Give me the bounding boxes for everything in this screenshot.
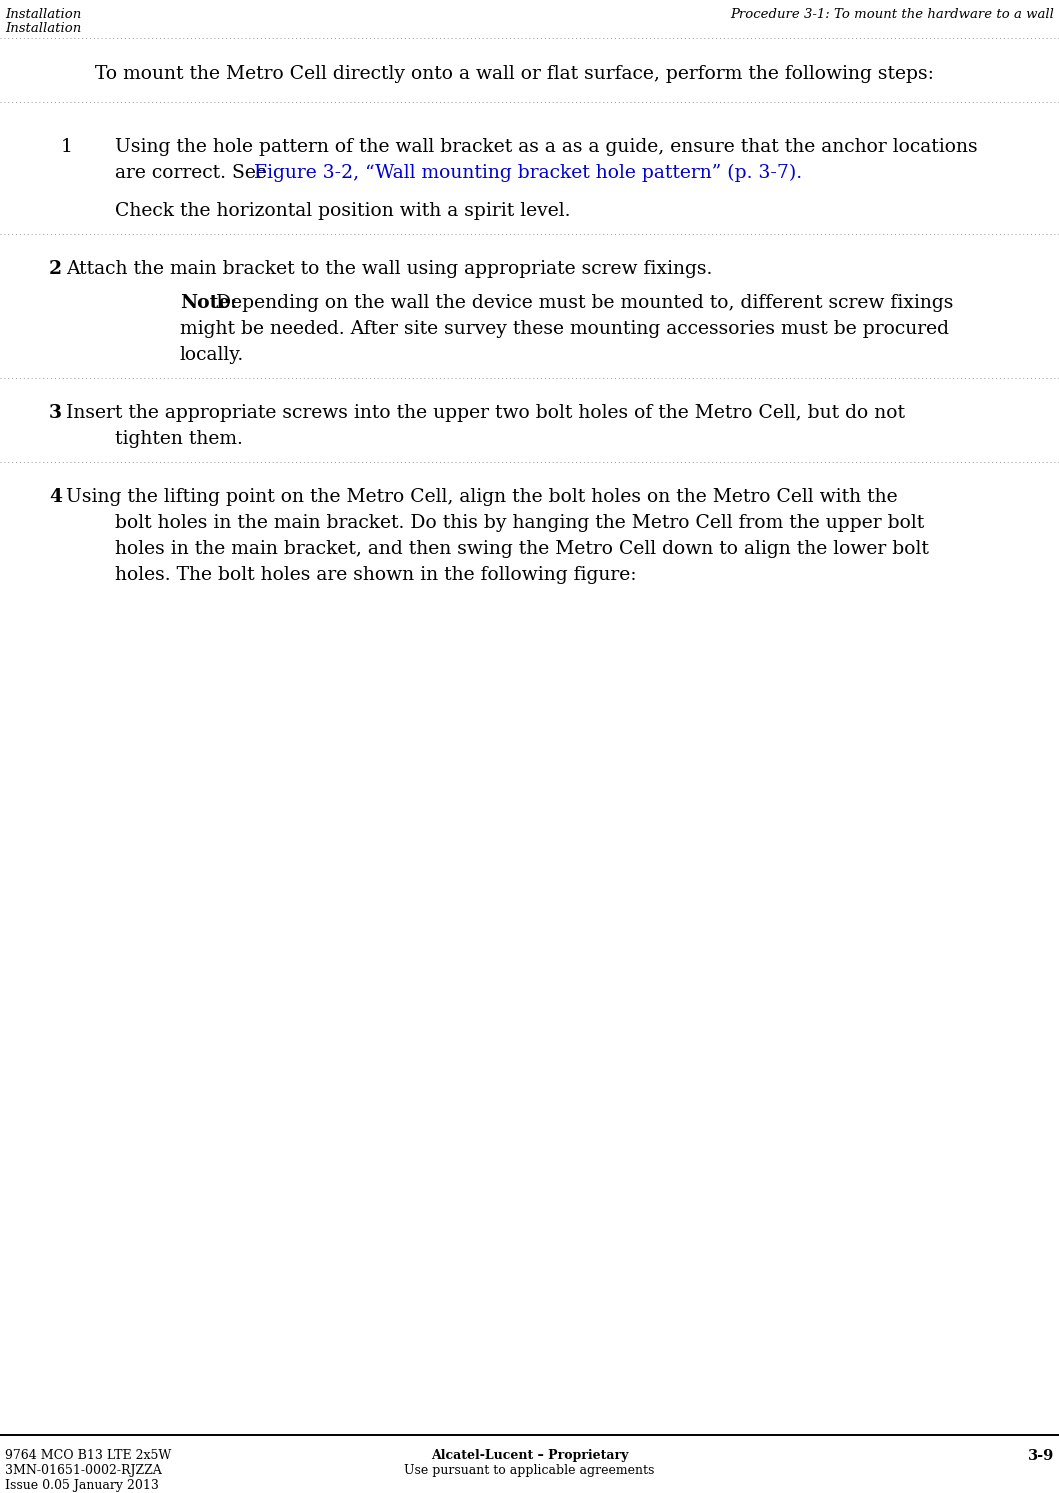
Text: locally.: locally. (180, 346, 245, 364)
Text: tighten them.: tighten them. (115, 430, 243, 448)
Text: Alcatel-Lucent – Proprietary: Alcatel-Lucent – Proprietary (431, 1450, 628, 1462)
Text: 3-9: 3-9 (1027, 1450, 1054, 1463)
Text: bolt holes in the main bracket. Do this by hanging the Metro Cell from the upper: bolt holes in the main bracket. Do this … (115, 514, 925, 532)
Text: 2: 2 (49, 260, 62, 278)
Text: 4: 4 (49, 488, 62, 506)
Text: Installation: Installation (5, 7, 82, 21)
Text: Check the horizontal position with a spirit level.: Check the horizontal position with a spi… (115, 202, 571, 219)
Text: Note:: Note: (180, 294, 237, 312)
Text: Insert the appropriate screws into the upper two bolt holes of the Metro Cell, b: Insert the appropriate screws into the u… (66, 405, 905, 423)
Text: 9764 MCO B13 LTE 2x5W: 9764 MCO B13 LTE 2x5W (5, 1450, 172, 1462)
Text: 3: 3 (49, 405, 62, 423)
Text: Procedure 3-1: To mount the hardware to a wall: Procedure 3-1: To mount the hardware to … (730, 7, 1054, 21)
Text: might be needed. After site survey these mounting accessories must be procured: might be needed. After site survey these… (180, 320, 949, 337)
Text: holes. The bolt holes are shown in the following figure:: holes. The bolt holes are shown in the f… (115, 566, 636, 584)
Text: Installation: Installation (5, 22, 82, 34)
Text: Use pursuant to applicable agreements: Use pursuant to applicable agreements (405, 1465, 654, 1477)
Text: Using the lifting point on the Metro Cell, align the bolt holes on the Metro Cel: Using the lifting point on the Metro Cel… (66, 488, 898, 506)
Text: are correct. See: are correct. See (115, 164, 273, 182)
Text: To mount the Metro Cell directly onto a wall or flat surface, perform the follow: To mount the Metro Cell directly onto a … (95, 66, 934, 84)
Text: Using the hole pattern of the wall bracket as a as a guide, ensure that the anch: Using the hole pattern of the wall brack… (115, 137, 977, 155)
Text: Attach the main bracket to the wall using appropriate screw fixings.: Attach the main bracket to the wall usin… (66, 260, 713, 278)
Text: Depending on the wall the device must be mounted to, different screw fixings: Depending on the wall the device must be… (210, 294, 953, 312)
Text: Issue 0.05 January 2013: Issue 0.05 January 2013 (5, 1480, 159, 1492)
Text: 3MN-01651-0002-RJZZA: 3MN-01651-0002-RJZZA (5, 1465, 162, 1477)
Text: Figure 3-2, “Wall mounting bracket hole pattern” (p. 3-7).: Figure 3-2, “Wall mounting bracket hole … (254, 164, 803, 182)
Text: 1: 1 (61, 137, 73, 155)
Text: holes in the main bracket, and then swing the Metro Cell down to align the lower: holes in the main bracket, and then swin… (115, 540, 929, 558)
